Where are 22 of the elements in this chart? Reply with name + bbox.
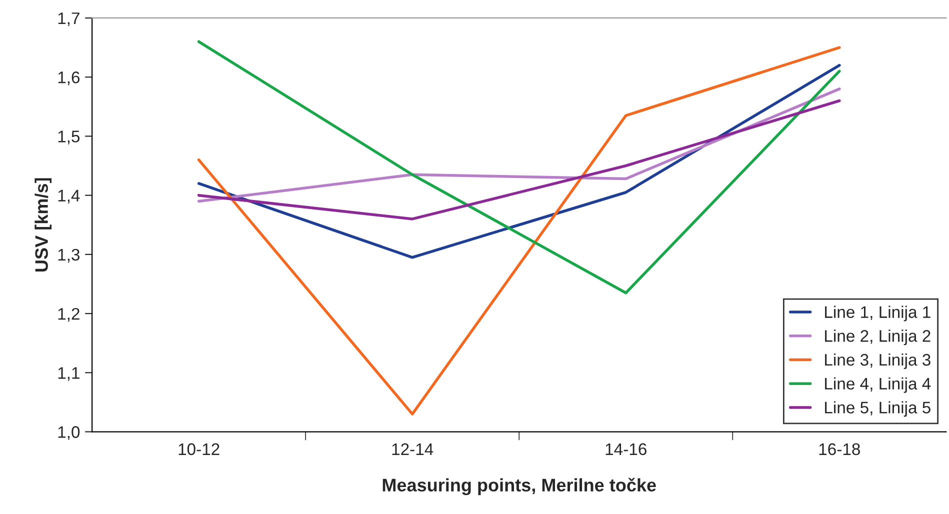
y-tick-label: 1,7 <box>58 12 80 26</box>
x-tick-label: 10-12 <box>178 443 220 456</box>
line-series <box>197 99 841 220</box>
line-series <box>197 40 841 294</box>
y-tick-label: 1,2 <box>58 308 80 322</box>
legend-label: Line 1, Linija 1 <box>825 306 930 322</box>
y-axis-title: USV [km/s] <box>34 178 52 272</box>
x-axis-title: Measuring points, Merilne točke <box>382 478 656 496</box>
x-tick-label: 16-18 <box>819 443 860 456</box>
legend-label: Line 5, Linija 5 <box>825 401 930 417</box>
legend-label: Line 2, Linija 2 <box>825 330 930 346</box>
y-tick-label: 1,0 <box>58 426 80 440</box>
y-tick-label: 1,6 <box>58 72 80 86</box>
line-series <box>197 64 841 259</box>
x-tick-label: 14-16 <box>606 443 646 456</box>
y-tick-label: 1,4 <box>58 190 80 204</box>
legend-label: Line 3, Linija 3 <box>825 353 930 370</box>
y-tick-label: 1,5 <box>58 130 80 144</box>
x-tick-label: 12-14 <box>392 443 434 455</box>
legend-label: Line 4, Linija 4 <box>825 377 931 393</box>
y-tick-label: 1,3 <box>58 248 80 263</box>
y-tick-label: 1,1 <box>58 367 80 381</box>
